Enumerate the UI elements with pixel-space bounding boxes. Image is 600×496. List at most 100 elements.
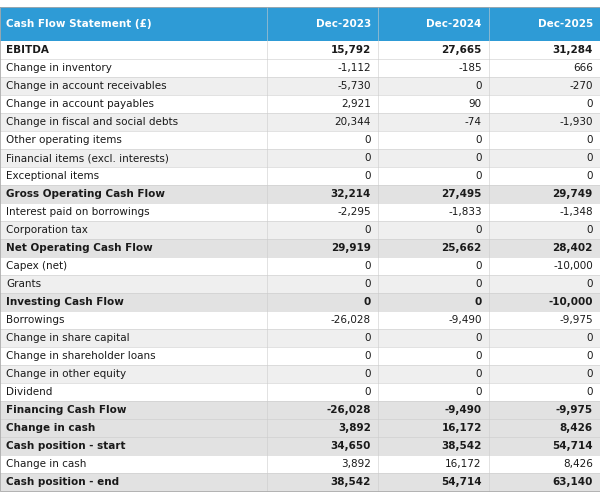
Text: -10,000: -10,000 [548, 297, 593, 307]
Text: Cash position - start: Cash position - start [6, 441, 125, 451]
Text: 8,426: 8,426 [563, 459, 593, 469]
Text: 3,892: 3,892 [338, 423, 371, 433]
Text: Interest paid on borrowings: Interest paid on borrowings [6, 207, 149, 217]
Text: Cash position - end: Cash position - end [6, 477, 119, 487]
Text: -5,730: -5,730 [337, 81, 371, 91]
Bar [0, 401, 600, 419]
Bar [0, 203, 600, 221]
Text: -1,112: -1,112 [337, 63, 371, 73]
Text: Grants: Grants [6, 279, 41, 289]
Text: 16,172: 16,172 [445, 459, 482, 469]
Text: 0: 0 [586, 333, 593, 343]
Bar [0, 257, 600, 275]
Bar [0, 473, 600, 491]
Text: Other operating items: Other operating items [6, 135, 122, 145]
Text: 0: 0 [475, 369, 482, 379]
Text: Net Operating Cash Flow: Net Operating Cash Flow [6, 243, 153, 253]
Text: 54,714: 54,714 [441, 477, 482, 487]
Text: -1,930: -1,930 [559, 117, 593, 127]
Text: Change in other equity: Change in other equity [6, 369, 126, 379]
Text: 0: 0 [364, 387, 371, 397]
Text: 29,919: 29,919 [331, 243, 371, 253]
Text: 0: 0 [586, 135, 593, 145]
Text: 0: 0 [586, 171, 593, 181]
Bar [0, 95, 600, 113]
Bar [0, 419, 600, 437]
Text: Change in inventory: Change in inventory [6, 63, 112, 73]
Text: Financial items (excl. interests): Financial items (excl. interests) [6, 153, 169, 163]
Text: -270: -270 [569, 81, 593, 91]
Text: Cash Flow Statement (£): Cash Flow Statement (£) [6, 19, 152, 29]
Text: -26,028: -26,028 [326, 405, 371, 415]
Text: -2,295: -2,295 [337, 207, 371, 217]
Text: 29,749: 29,749 [553, 189, 593, 199]
Bar [0, 293, 600, 311]
Bar [0, 437, 600, 455]
Text: Exceptional items: Exceptional items [6, 171, 99, 181]
Text: 90: 90 [469, 99, 482, 109]
Text: 28,402: 28,402 [553, 243, 593, 253]
Text: 0: 0 [475, 297, 482, 307]
Text: -10,000: -10,000 [553, 261, 593, 271]
Text: 38,542: 38,542 [331, 477, 371, 487]
Bar [0, 41, 600, 59]
Text: -9,975: -9,975 [556, 405, 593, 415]
Bar [0, 185, 600, 203]
Text: 54,714: 54,714 [552, 441, 593, 451]
Text: -9,975: -9,975 [559, 315, 593, 325]
Bar [0, 239, 600, 257]
Text: -185: -185 [458, 63, 482, 73]
Bar [0, 149, 600, 167]
Text: 0: 0 [364, 153, 371, 163]
Text: -26,028: -26,028 [331, 315, 371, 325]
Text: Capex (net): Capex (net) [6, 261, 67, 271]
Text: 0: 0 [475, 171, 482, 181]
Text: -9,490: -9,490 [448, 315, 482, 325]
Bar [0, 455, 600, 473]
Text: 0: 0 [475, 351, 482, 361]
Text: 0: 0 [364, 351, 371, 361]
Text: -1,348: -1,348 [559, 207, 593, 217]
Text: 63,140: 63,140 [553, 477, 593, 487]
Text: Dec-2023: Dec-2023 [316, 19, 371, 29]
Text: 8,426: 8,426 [560, 423, 593, 433]
Text: Dec-2025: Dec-2025 [538, 19, 593, 29]
Text: Change in cash: Change in cash [6, 459, 86, 469]
Text: 0: 0 [364, 135, 371, 145]
Text: 15,792: 15,792 [331, 45, 371, 55]
Text: Dec-2024: Dec-2024 [427, 19, 482, 29]
Text: 0: 0 [586, 369, 593, 379]
Text: 0: 0 [586, 351, 593, 361]
Text: 0: 0 [475, 279, 482, 289]
Text: 0: 0 [364, 279, 371, 289]
Text: 0: 0 [475, 333, 482, 343]
Text: 0: 0 [475, 261, 482, 271]
Bar [0, 167, 600, 185]
Text: 0: 0 [364, 225, 371, 235]
Text: Change in shareholder loans: Change in shareholder loans [6, 351, 155, 361]
Text: 27,665: 27,665 [442, 45, 482, 55]
Text: 34,650: 34,650 [331, 441, 371, 451]
Text: EBITDA: EBITDA [6, 45, 49, 55]
Bar [0, 365, 600, 383]
Text: Change in account payables: Change in account payables [6, 99, 154, 109]
Text: 0: 0 [364, 333, 371, 343]
Text: 0: 0 [586, 279, 593, 289]
Text: 32,214: 32,214 [331, 189, 371, 199]
Text: Gross Operating Cash Flow: Gross Operating Cash Flow [6, 189, 165, 199]
Text: Change in cash: Change in cash [6, 423, 95, 433]
Bar [0, 7, 600, 41]
Text: Dividend: Dividend [6, 387, 52, 397]
Text: -1,833: -1,833 [448, 207, 482, 217]
Text: 0: 0 [364, 369, 371, 379]
Text: 0: 0 [586, 225, 593, 235]
Text: Borrowings: Borrowings [6, 315, 65, 325]
Text: Change in fiscal and social debts: Change in fiscal and social debts [6, 117, 178, 127]
Bar [0, 347, 600, 365]
Text: 2,921: 2,921 [341, 99, 371, 109]
Bar [0, 383, 600, 401]
Text: 20,344: 20,344 [334, 117, 371, 127]
Bar [0, 131, 600, 149]
Text: 3,892: 3,892 [341, 459, 371, 469]
Text: 0: 0 [475, 81, 482, 91]
